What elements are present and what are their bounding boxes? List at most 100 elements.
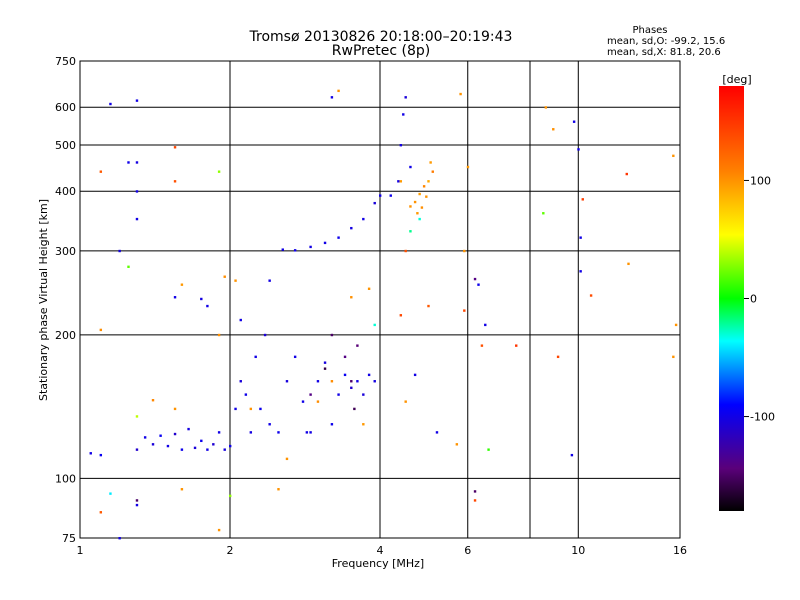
data-point [285,380,289,383]
data-point [200,439,203,443]
data-point [229,444,232,448]
data-point [625,172,628,176]
data-point [337,236,340,239]
data-point [473,490,477,493]
data-point [477,283,480,286]
data-point [263,333,267,337]
data-point [277,488,280,491]
data-point [399,180,403,183]
colorbar-tick-label: 0 [750,293,757,306]
data-point [89,452,92,455]
data-point [556,355,560,359]
data-point [135,190,139,193]
data-point [577,148,580,151]
data-point [99,170,103,173]
data-point [234,407,237,411]
data-point [109,102,112,106]
data-point [463,249,466,253]
grid-lines [80,61,680,538]
data-points [89,89,678,540]
data-point [223,275,226,278]
data-point [309,393,312,396]
data-point [418,192,421,196]
data-point [301,400,305,403]
data-point [330,96,334,99]
data-point [399,314,403,317]
data-point [343,355,347,359]
data-point [135,99,139,102]
data-point [187,427,190,431]
data-point [285,457,289,461]
data-point [399,143,403,147]
data-point [143,436,147,439]
data-point [173,180,177,183]
data-point [570,453,574,457]
data-point [356,344,359,347]
x-axis-label: Frequency [MHz] [332,557,424,570]
data-point [473,499,477,502]
data-point [418,217,421,221]
chart-title-line2: RwPretec (8p) [332,43,430,59]
colorbar-ticks: 100 0 -100 [744,174,775,424]
x-tick-label: 10 [571,544,585,557]
data-point [180,488,184,491]
y-tick-label: 500 [55,139,76,152]
y-axis-label: Stationary phase Virtual Height [km] [37,199,50,401]
data-point [127,161,130,164]
data-point [109,492,112,495]
data-point [217,170,221,173]
data-point [552,128,555,131]
data-point [425,195,428,198]
data-point [259,407,262,411]
data-point [268,423,271,426]
data-point [362,423,365,426]
data-point [373,201,376,205]
data-point [337,393,340,396]
data-point [373,380,376,383]
data-point [281,248,284,251]
data-point [459,92,462,96]
data-point [229,494,232,498]
data-point [99,453,103,457]
data-point [422,185,426,188]
data-point [166,444,170,448]
data-point [330,423,334,426]
y-tick-label: 750 [55,55,76,68]
data-point [402,113,405,116]
data-point [427,304,430,308]
data-point [581,198,584,201]
data-point [217,431,221,434]
data-point [515,344,518,347]
phases-x-stats: mean, sd,X: 81.8, 20.6 [607,47,721,58]
data-point [455,443,459,446]
data-point [463,309,466,312]
colorbar [719,86,744,511]
data-point [234,279,237,282]
data-point [293,249,297,252]
data-point [373,323,376,327]
y-tick-label: 100 [55,472,76,485]
data-point [413,373,417,377]
data-point [135,503,139,507]
data-point [337,89,340,93]
data-point [350,380,353,383]
data-point [217,528,221,532]
y-tick-label: 200 [55,329,76,342]
data-point [316,380,320,383]
data-point [99,511,103,514]
data-point [151,443,155,446]
axis-ticks: 1 2 4 6 10 16 75 100 200 300 400 500 600 750 [55,55,687,557]
data-point [99,328,103,332]
data-point [239,318,242,322]
data-point [159,434,162,437]
data-point [404,400,407,403]
y-tick-label: 400 [55,185,76,198]
data-point [409,230,412,233]
data-point [429,161,432,164]
data-point [473,277,477,281]
data-point [356,380,359,383]
data-point [627,262,630,266]
data-point [480,344,484,347]
x-tick-label: 2 [227,544,234,557]
